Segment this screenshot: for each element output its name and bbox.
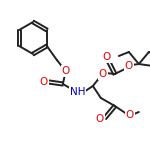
Text: O: O	[103, 52, 111, 62]
Text: O: O	[126, 110, 134, 120]
Text: O: O	[125, 61, 133, 71]
Text: NH: NH	[70, 87, 86, 97]
Text: O: O	[96, 114, 104, 124]
Text: O: O	[99, 69, 107, 79]
Text: O: O	[40, 77, 48, 87]
Text: O: O	[62, 66, 70, 76]
